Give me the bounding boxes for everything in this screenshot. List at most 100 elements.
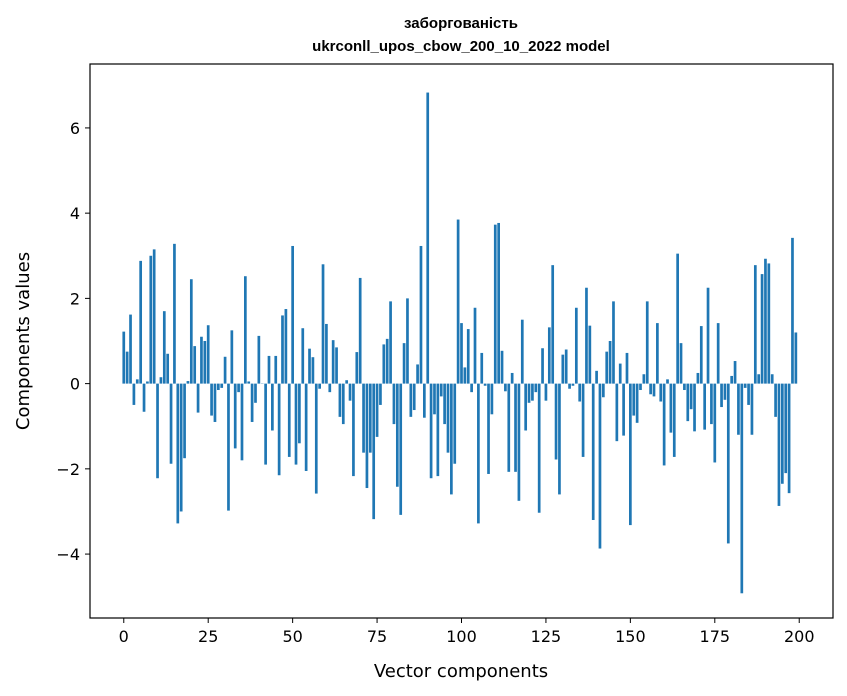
bar — [703, 383, 707, 430]
bar — [453, 383, 457, 464]
bar — [419, 245, 423, 384]
bar — [618, 363, 622, 384]
bar — [625, 352, 629, 384]
bar — [325, 323, 328, 384]
y-axis-label: Components values — [13, 252, 34, 430]
bar — [612, 301, 615, 384]
bar — [368, 383, 372, 453]
bar — [395, 383, 399, 487]
bar — [287, 383, 291, 457]
bar — [314, 383, 318, 494]
bar — [213, 383, 217, 422]
x-tick-label: 50 — [282, 627, 302, 646]
bar — [794, 332, 798, 384]
bar — [723, 383, 727, 400]
bar — [726, 383, 730, 544]
bar — [733, 361, 737, 384]
bar — [220, 383, 224, 388]
y-tick-label: 6 — [70, 119, 80, 138]
bar — [669, 383, 673, 433]
bar — [304, 383, 308, 471]
bar — [244, 276, 247, 384]
bar — [659, 383, 663, 402]
bar — [750, 383, 754, 435]
bar — [284, 309, 288, 384]
bar — [696, 372, 700, 384]
bar — [416, 364, 419, 384]
bar — [483, 383, 487, 386]
bar — [412, 383, 416, 411]
bar — [439, 383, 443, 397]
bar — [520, 319, 524, 384]
bar — [331, 340, 335, 384]
bar — [791, 237, 794, 384]
bar — [487, 383, 490, 474]
bar — [135, 379, 139, 384]
bar — [588, 325, 592, 384]
bar — [443, 383, 446, 425]
bar — [372, 383, 376, 520]
bar — [264, 383, 267, 465]
bar — [622, 383, 625, 436]
bar — [595, 370, 598, 384]
bar — [774, 383, 777, 417]
bar — [652, 383, 656, 397]
bar — [277, 383, 281, 476]
bar — [274, 355, 278, 384]
bar — [341, 383, 345, 425]
bar — [318, 383, 321, 389]
bar — [470, 383, 473, 393]
bar — [784, 383, 788, 474]
bar — [527, 383, 531, 403]
bar — [358, 277, 362, 384]
bar — [706, 287, 710, 384]
bar — [463, 367, 467, 384]
bar — [321, 264, 325, 384]
x-axis-ticks: 0 25 50 75 100 125 150 175 200 — [119, 618, 815, 646]
chart-title-line2: ukrconll_upos_cbow_200_10_2022 model — [312, 38, 610, 55]
bar — [179, 383, 183, 512]
bar — [352, 383, 355, 477]
bar — [760, 274, 764, 384]
bar — [544, 383, 548, 401]
bar — [132, 383, 136, 405]
plot-frame — [89, 63, 834, 619]
bar — [247, 381, 251, 384]
x-axis-label: Vector components — [374, 661, 548, 682]
bar — [743, 383, 747, 388]
bar — [257, 335, 261, 384]
bar — [632, 383, 636, 416]
bar — [672, 383, 676, 457]
bar — [429, 383, 433, 479]
bar — [642, 374, 646, 384]
bar — [764, 258, 767, 384]
bar — [169, 383, 173, 464]
bar — [780, 383, 784, 484]
bar — [699, 326, 703, 384]
bar — [564, 349, 568, 384]
bar — [189, 279, 193, 384]
bar — [125, 351, 129, 384]
bar — [335, 347, 338, 384]
bar — [402, 343, 406, 384]
bar — [433, 383, 436, 415]
x-tick-label: 75 — [367, 627, 387, 646]
bar — [152, 249, 156, 384]
bar — [156, 383, 159, 479]
bar — [493, 224, 497, 384]
bar — [662, 383, 666, 466]
bar — [635, 383, 639, 423]
bar — [216, 383, 220, 391]
bar — [362, 383, 365, 453]
bar — [237, 383, 240, 393]
bar — [166, 353, 170, 384]
bar — [210, 383, 213, 416]
bar — [203, 341, 207, 384]
y-axis-ticks: −4 −2 0 2 4 6 — [56, 119, 90, 564]
bar — [456, 219, 460, 384]
bar — [186, 381, 190, 384]
bar — [531, 383, 534, 401]
bar — [446, 383, 450, 453]
bar — [473, 307, 477, 384]
x-tick-label: 200 — [784, 627, 815, 646]
